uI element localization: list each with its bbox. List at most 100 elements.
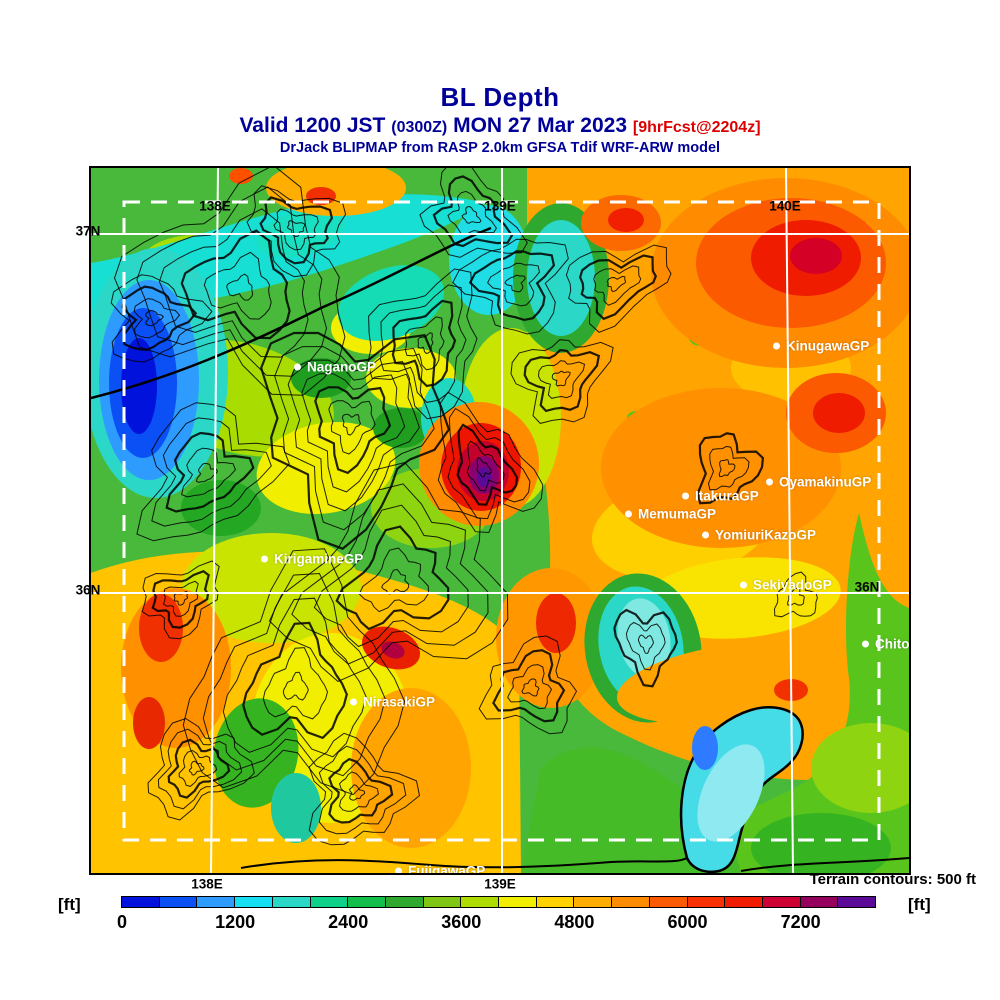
colorbar-cell (460, 896, 500, 908)
terrain-contour-line (349, 784, 366, 801)
grid-label-bottom: 138E (191, 876, 223, 892)
terrain-contour-line (268, 461, 509, 682)
station-label: NaganoGP (294, 360, 376, 375)
colorbar-cell (158, 896, 198, 908)
colorbar-cell (422, 896, 462, 908)
terrain-contour-line (707, 445, 750, 491)
grid-label-top: 138E (199, 198, 231, 214)
station-name: KinugawaGP (786, 338, 870, 354)
terrain-contour-line (787, 587, 805, 606)
station-name: MemumaGP (638, 506, 717, 522)
terrain-contour-line (141, 560, 220, 640)
terrain-contour-line (147, 717, 255, 821)
terrain-contour-line (447, 190, 497, 236)
terrain-contour-line (314, 386, 392, 475)
station-label: YomiuriKazoGP (702, 528, 816, 543)
colorbar-cell (611, 896, 650, 908)
terrain-contour-line (259, 196, 334, 265)
colorbar-cell (799, 896, 839, 908)
terrain-contour-line (510, 339, 614, 424)
terrain-contour-line (476, 456, 492, 478)
station-name: ItakuraGP (695, 488, 759, 504)
terrain-contour-line (478, 635, 578, 735)
terrain-contour-line (188, 760, 205, 776)
terrain-contour-line (313, 504, 469, 648)
map-panel: NaganoGP KinugawaGP OyamakinuGP ItakuraGP Me… (89, 166, 911, 875)
colorbar-cell (121, 896, 160, 908)
colorbar-cell (271, 896, 311, 908)
terrain-contour-line (286, 220, 306, 238)
terrain-contour-line (133, 298, 181, 339)
model-attribution-line: DrJack BLIPMAP from RASP 2.0km GFSA Tdif… (279, 140, 721, 156)
colorbar-cell (498, 896, 537, 908)
header: BL Depth Valid 1200 JST (0300Z) MON 27 M… (0, 82, 1000, 156)
terrain-contour-line (308, 732, 421, 846)
terrain-contour-line (222, 597, 367, 758)
terrain-contour-line (158, 208, 309, 358)
station-name: YomiuriKazoGP (715, 527, 817, 543)
station-label: MemumaGP (625, 507, 716, 522)
page-title: BL Depth (440, 82, 560, 112)
grid-label-right: 36N (854, 579, 880, 595)
terrain-contour-line (404, 316, 445, 371)
colorbar-tick-label: 2400 (328, 912, 369, 932)
valid-zulu: (0300Z) (391, 119, 448, 136)
terrain-contour-line (260, 331, 451, 550)
terrain-contour-line (273, 208, 319, 251)
terrain-contour-line (318, 745, 407, 835)
station-dot-icon (395, 867, 402, 873)
terrain-contour-line (151, 417, 272, 527)
terrain-contour-line (262, 647, 329, 720)
colorbar-cell (234, 896, 273, 908)
station-name: OyamakinuGP (779, 474, 872, 490)
station-label: Chitone (862, 636, 910, 652)
terrain-contour-line (456, 423, 519, 506)
station-dot-icon (682, 492, 689, 500)
station-dot-icon (350, 698, 357, 706)
domain-boundary-box (122, 200, 881, 842)
station-name: FujigawaGP (408, 863, 486, 875)
station-dot-icon (773, 342, 780, 350)
terrain-contour-line (523, 349, 601, 413)
station-name: Chitone (875, 636, 910, 652)
terrain-contour-line (287, 359, 420, 512)
station-label: FujigawaGP (395, 863, 486, 875)
terrain-contour-line (419, 168, 528, 258)
terrain-contour-line (180, 229, 291, 340)
valid-time-line: Valid 1200 JST (0300Z) MON 27 Mar 2023 [… (0, 114, 1000, 138)
colorbar-cell (573, 896, 613, 908)
terrain-contour-line (328, 400, 376, 455)
terrain-contour-line (432, 175, 514, 248)
graticule-lines (91, 168, 909, 873)
terrain-contour-note: Terrain contours: 500 ft (809, 871, 976, 888)
station-name: NirasakiGP (363, 694, 436, 710)
colorbar-tick-label: 6000 (667, 912, 708, 932)
terrain-contour-line (504, 274, 526, 293)
grid-label-top: 139E (484, 198, 516, 214)
terrain-contour-line (507, 664, 553, 710)
terrain-contour-line (181, 447, 236, 498)
station-dot-icon (294, 363, 301, 371)
terrain-contour-line (417, 332, 434, 354)
colorbar-cell (309, 896, 349, 908)
forecast-run-tag: [9hrFcst@2204z] (632, 119, 761, 136)
terrain-contour-line (447, 407, 531, 520)
terrain-contour-line (613, 608, 678, 688)
terrain-contour-line (145, 309, 164, 327)
colorbar-cell (761, 896, 801, 908)
map-color-field (91, 168, 909, 873)
terrain-contour-line (452, 238, 569, 335)
colorbar-unit-left: [ft] (58, 895, 81, 914)
terrain-contour-line (157, 728, 243, 810)
valid-prefix: Valid 1200 JST (239, 114, 386, 137)
terrain-contour-line (328, 757, 394, 824)
terrain-contour-line (696, 432, 765, 505)
colorbar-cell (686, 896, 726, 908)
station-dot-icon (862, 640, 869, 648)
terrain-contour-line (718, 459, 736, 478)
colorbar-cell (347, 896, 386, 908)
terrain-contour-line (151, 569, 210, 629)
terrain-contour-line (274, 346, 435, 531)
colorbar-cell (724, 896, 763, 908)
